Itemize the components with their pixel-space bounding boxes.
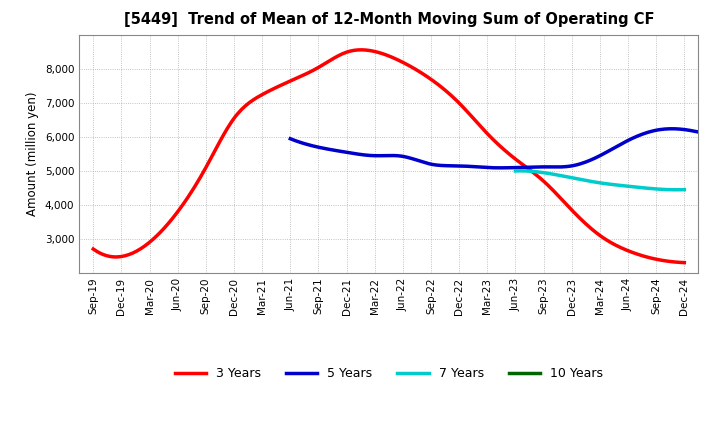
Legend: 3 Years, 5 Years, 7 Years, 10 Years: 3 Years, 5 Years, 7 Years, 10 Years (170, 363, 608, 385)
Title: [5449]  Trend of Mean of 12-Month Moving Sum of Operating CF: [5449] Trend of Mean of 12-Month Moving … (124, 12, 654, 27)
Y-axis label: Amount (million yen): Amount (million yen) (27, 92, 40, 216)
